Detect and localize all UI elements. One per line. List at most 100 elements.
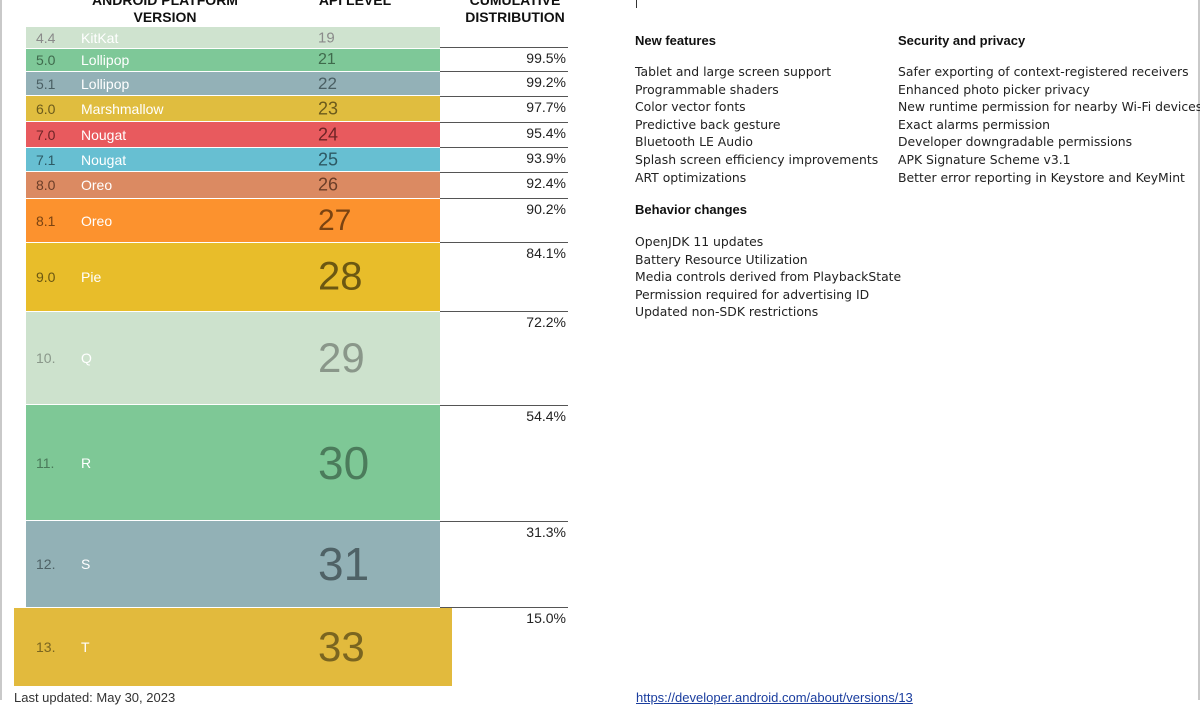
- list-item: Better error reporting in Keystore and K…: [898, 169, 1185, 185]
- version-band: 7.1 Nougat 25: [26, 148, 440, 171]
- cumulative-value: 99.5%: [526, 50, 566, 66]
- version-band: 9.0 Pie 28: [26, 243, 440, 311]
- cumulative-divider: [440, 198, 568, 199]
- api-level-value: 24: [318, 124, 339, 144]
- cumulative-divider: [440, 242, 568, 243]
- version-codename: Pie: [81, 269, 102, 285]
- api-level-value: 21: [318, 51, 336, 68]
- list-item: Exact alarms permission: [898, 116, 1050, 132]
- version-number: 4.4: [36, 29, 56, 46]
- api-level-value: 27: [318, 203, 352, 237]
- cumulative-value: 93.9%: [526, 150, 566, 166]
- behavior-changes-title: Behavior changes: [635, 202, 747, 217]
- list-item: OpenJDK 11 updates: [635, 234, 764, 249]
- version-codename: Oreo: [81, 177, 113, 193]
- header-line: ANDROID PLATFORM: [92, 0, 238, 8]
- new-features-list: Tablet and large screen support Programma…: [635, 63, 878, 186]
- list-item: New runtime permission for nearby Wi-Fi …: [898, 99, 1200, 115]
- cumulative-divider: [440, 172, 568, 173]
- list-item: Developer downgradable permissions: [898, 134, 1133, 150]
- cumulative-value: 99.2%: [526, 74, 566, 90]
- security-privacy-list: Safer exporting of context-registered re…: [898, 63, 1200, 186]
- security-privacy-title: Security and privacy: [898, 33, 1026, 48]
- cumulative-value: 15.0%: [526, 610, 566, 626]
- version-number: 11.: [36, 454, 55, 471]
- list-item: Enhanced photo picker privacy: [898, 81, 1090, 97]
- list-item: Battery Resource Utilization: [635, 251, 808, 267]
- header-line: API LEVEL: [318, 0, 392, 8]
- version-codename: Marshmallow: [81, 100, 164, 117]
- version-number: 5.0: [36, 52, 56, 68]
- api-level-value: 26: [318, 174, 339, 195]
- list-item: Safer exporting of context-registered re…: [898, 64, 1189, 79]
- version-codename: Nougat: [81, 126, 127, 143]
- version-band: 8.0 Oreo 26: [26, 172, 440, 198]
- header-line: DISTRIBUTION: [465, 9, 565, 25]
- version-codename: KitKat: [81, 29, 119, 46]
- list-item: Updated non-SDK restrictions: [635, 304, 819, 320]
- version-number: 5.1: [36, 75, 56, 92]
- version-codename: Lollipop: [81, 75, 130, 92]
- version-codename: S: [81, 556, 91, 572]
- version-codename: Q: [81, 350, 92, 366]
- new-features-title: New features: [635, 33, 716, 48]
- api-level-value: 25: [318, 149, 339, 169]
- header-cumulative-distribution: CUMULATIVE DISTRIBUTION: [450, 0, 580, 26]
- window-left-border: [0, 0, 2, 700]
- window-right-border: [1198, 0, 1200, 700]
- version-band: 8.1 Oreo 27: [26, 199, 440, 242]
- version-codename: T: [81, 639, 90, 655]
- cumulative-value: 97.7%: [526, 99, 566, 115]
- behavior-changes-list: OpenJDK 11 updates Battery Resource Utili…: [635, 233, 901, 321]
- header-platform-version: ANDROID PLATFORM VERSION: [40, 0, 290, 26]
- version-number: 13.: [36, 639, 56, 655]
- last-updated-text: Last updated: May 30, 2023: [14, 690, 176, 705]
- list-item: Bluetooth LE Audio: [635, 134, 753, 150]
- api-level-value: 28: [318, 254, 363, 299]
- version-number: 12.: [36, 556, 56, 572]
- cumulative-divider: [440, 122, 568, 123]
- list-item: ART optimizations: [635, 169, 747, 185]
- version-band: 11. R 30: [26, 405, 440, 520]
- cumulative-divider: [440, 311, 568, 312]
- version-band: 5.1 Lollipop 22: [26, 72, 440, 95]
- version-band: 5.0 Lollipop 21: [26, 49, 440, 71]
- version-band: 13. T 33: [14, 608, 452, 686]
- version-band: 6.0 Marshmallow 23: [26, 96, 440, 121]
- android-versions-link[interactable]: https://developer.android.com/about/vers…: [636, 690, 913, 705]
- version-number: 6.0: [36, 100, 56, 117]
- list-item: Tablet and large screen support: [635, 64, 832, 79]
- list-item: Predictive back gesture: [635, 116, 781, 132]
- version-codename: Nougat: [81, 151, 127, 168]
- api-level-value: 30: [318, 436, 370, 489]
- cumulative-value: 92.4%: [526, 175, 566, 191]
- api-level-value: 19: [318, 29, 335, 46]
- header-line: CUMULATIVE: [469, 0, 561, 8]
- api-level-value: 22: [318, 73, 337, 93]
- version-number: 8.1: [36, 212, 56, 229]
- api-level-value: 29: [318, 334, 365, 381]
- version-codename: R: [81, 454, 92, 471]
- text-cursor: [636, 0, 637, 8]
- version-band: 10. Q 29: [26, 312, 440, 404]
- list-item: Permission required for advertising ID: [635, 286, 870, 302]
- cumulative-divider: [440, 405, 568, 406]
- cumulative-divider: [440, 147, 568, 148]
- version-number: 9.0: [36, 269, 56, 285]
- version-codename: Lollipop: [81, 52, 130, 68]
- api-level-value: 31: [318, 538, 370, 590]
- list-item: Programmable shaders: [635, 81, 779, 97]
- cumulative-divider: [440, 607, 568, 608]
- version-number: 7.0: [36, 126, 56, 143]
- version-band: 12. S 31: [26, 521, 440, 607]
- cumulative-divider: [440, 47, 568, 48]
- cumulative-value: 31.3%: [526, 524, 566, 540]
- cumulative-value: 95.4%: [526, 125, 566, 141]
- version-number: 10.: [36, 350, 56, 366]
- list-item: APK Signature Scheme v3.1: [898, 151, 1071, 167]
- version-band: 7.0 Nougat 24: [26, 122, 440, 147]
- cumulative-value: 72.2%: [526, 314, 566, 330]
- header-api-level: API LEVEL: [300, 0, 410, 9]
- cumulative-value: 84.1%: [526, 245, 566, 261]
- version-number: 8.0: [36, 177, 56, 193]
